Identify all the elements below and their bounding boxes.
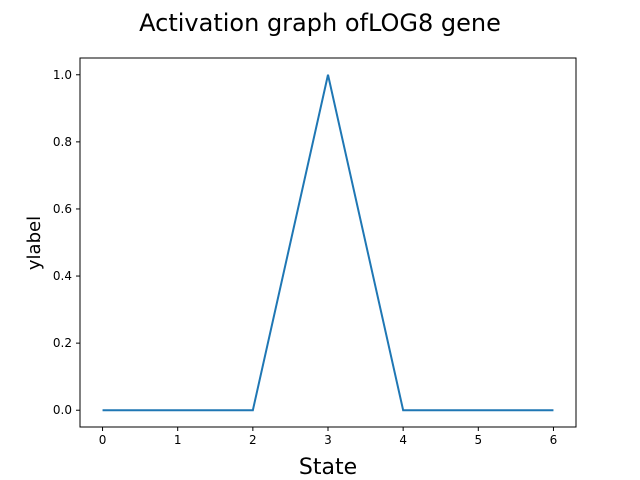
y-tick-label: 0.2	[53, 336, 72, 350]
series-layer	[102, 74, 554, 412]
x-tick-label: 4	[399, 433, 407, 447]
x-tick-label: 3	[324, 433, 332, 447]
x-tick-label: 5	[474, 433, 482, 447]
y-axis: 0.0 0.2 0.4 0.6 0.8 1.0	[53, 68, 80, 417]
x-axis-title: State	[299, 455, 357, 480]
plot-area-frame	[79, 57, 577, 428]
y-tick-label: 0.0	[53, 403, 72, 417]
x-tick-label: 0	[99, 433, 107, 447]
x-tick-label: 2	[249, 433, 257, 447]
chart-title: Activation graph ofLOG8 gene	[139, 9, 501, 37]
series-line	[102, 74, 554, 412]
x-tick-label: 6	[550, 433, 558, 447]
y-tick-label: 0.4	[53, 269, 72, 283]
y-axis-title: ylabel	[24, 216, 45, 270]
x-axis: 0 1 2 3 4 5 6	[99, 427, 558, 447]
x-tick-label: 1	[174, 433, 182, 447]
y-tick-label: 0.8	[53, 135, 72, 149]
y-tick-label: 1.0	[53, 68, 72, 82]
y-tick-label: 0.6	[53, 202, 72, 216]
